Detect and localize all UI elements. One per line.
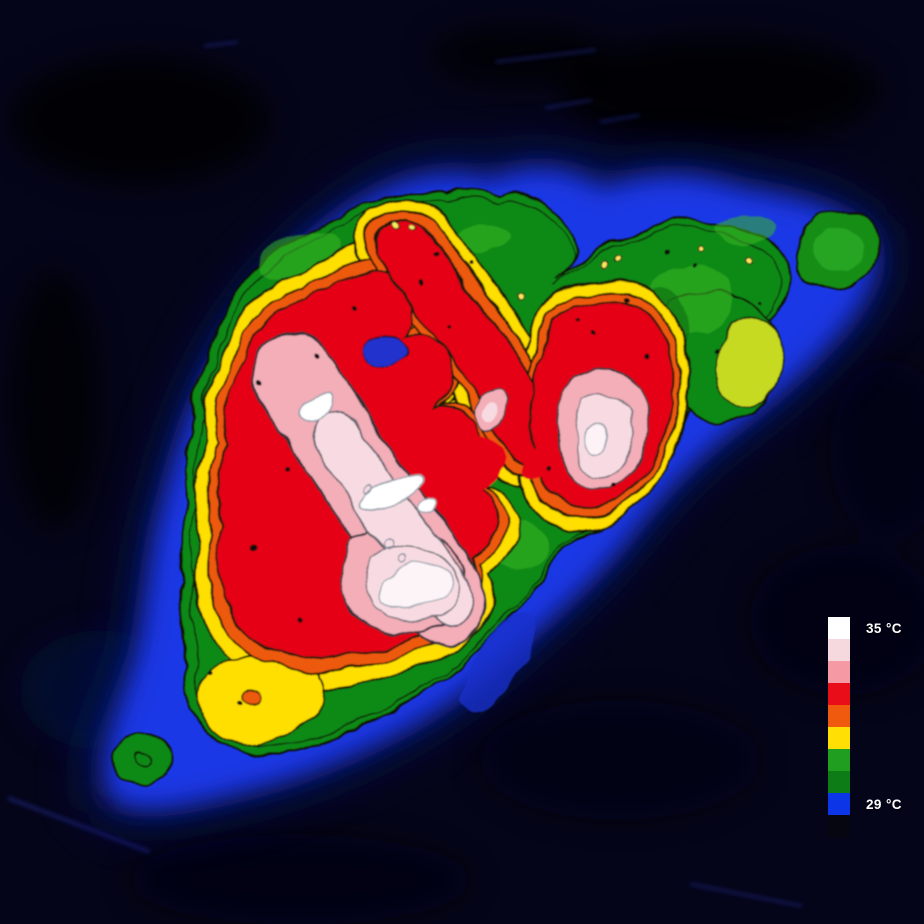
legend-swatch-blue	[828, 793, 850, 815]
red-finger	[377, 221, 557, 465]
cool-inlet	[458, 610, 536, 713]
legend-swatch-green	[828, 749, 850, 771]
legend-swatch-white	[828, 617, 850, 639]
legend-swatch-dark-green	[828, 771, 850, 793]
legend-swatches	[828, 617, 850, 837]
white-core-upper	[296, 391, 336, 425]
legend-swatch-red	[828, 683, 850, 705]
legend-swatch-black	[828, 815, 850, 837]
warm-specks	[393, 219, 753, 303]
legend-swatch-pink	[828, 661, 850, 683]
legend-min-label: 29 °C	[866, 796, 902, 812]
green-zone-inner-contour	[189, 196, 784, 747]
green-island-southwest	[114, 734, 171, 785]
cool-pocket	[365, 334, 407, 370]
legend-max-label: 35 °C	[866, 620, 902, 636]
white-core-lower	[378, 562, 454, 610]
legend-swatch-orange	[828, 705, 850, 727]
white-core-mid	[363, 472, 425, 512]
contour-specks	[208, 247, 764, 705]
chartreuse-island	[715, 316, 783, 408]
white-squiggle-right-lobe	[585, 423, 611, 454]
legend-swatch-yellow	[828, 727, 850, 749]
legend-swatch-pale-pink	[828, 639, 850, 661]
